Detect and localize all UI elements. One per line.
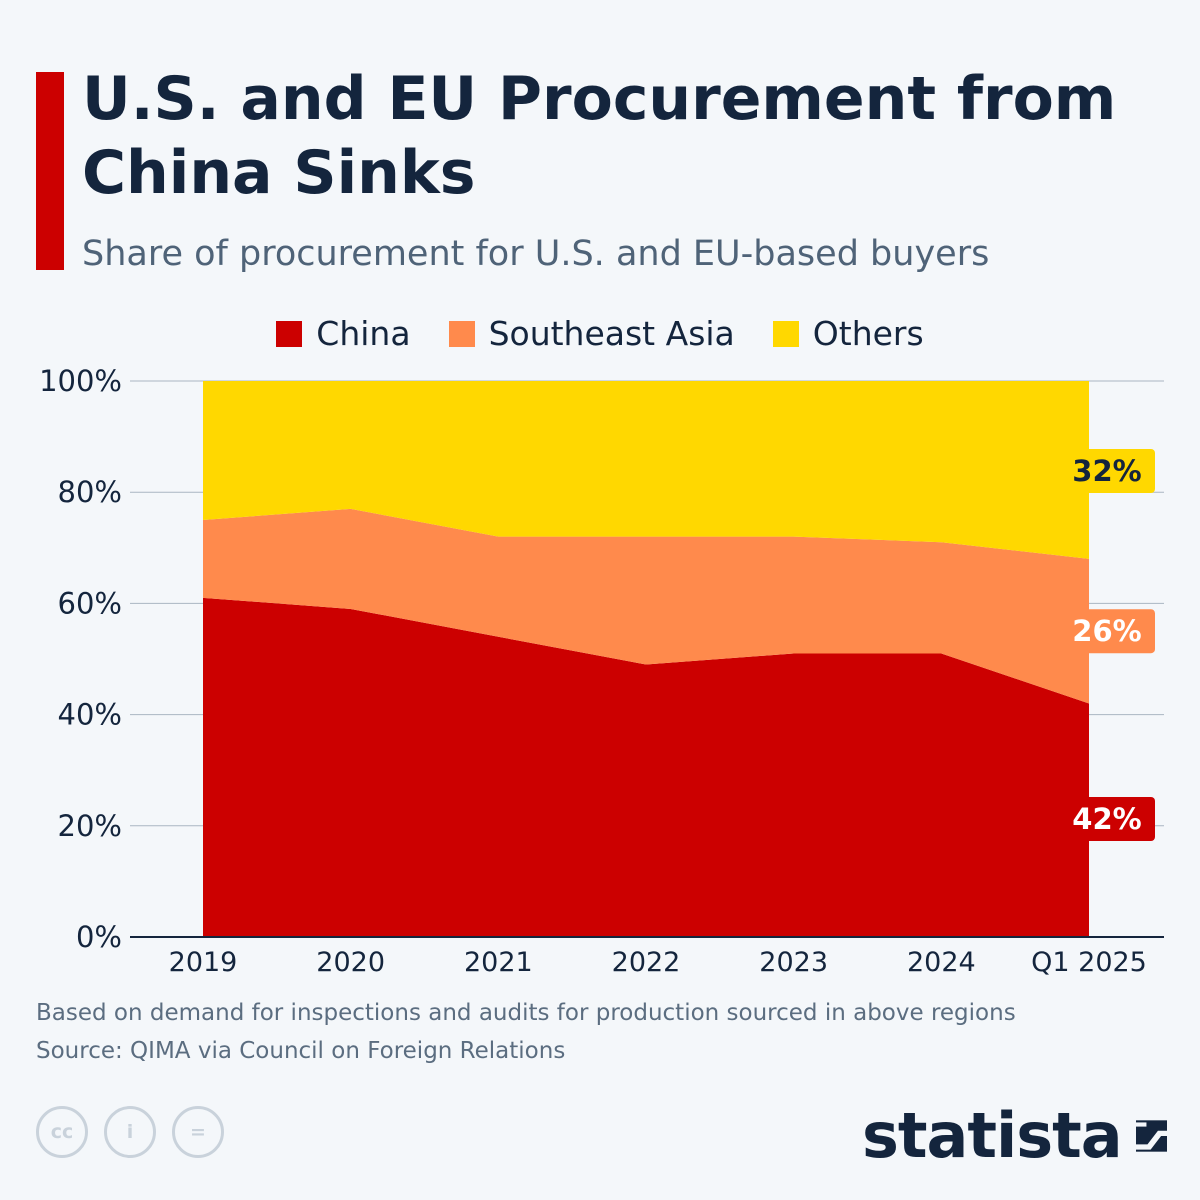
legend-item-china: China: [276, 314, 411, 353]
x-tick-label: 2024: [907, 947, 976, 978]
legend-swatch-southeast-asia: [448, 320, 475, 347]
y-tick-label: 20%: [58, 809, 122, 843]
statista-wordmark: statista: [862, 1099, 1123, 1172]
value-label-bg-others: [1059, 449, 1155, 493]
legend-label-others: Others: [812, 314, 924, 353]
x-tick-label: 2022: [612, 947, 681, 978]
value-label-bg-southeast-asia: [1059, 609, 1155, 654]
value-label-china: 42%: [1072, 802, 1141, 836]
creative-commons-icon[interactable]: cc: [36, 1106, 88, 1158]
value-label-others: 32%: [1072, 454, 1141, 488]
legend: China Southeast Asia Others: [0, 314, 1200, 353]
area-china: [203, 597, 1089, 937]
area-southeast-asia: [203, 508, 1089, 704]
legend-swatch-others: [772, 320, 799, 347]
legend-item-southeast-asia: Southeast Asia: [448, 314, 735, 353]
x-tick-label: 2023: [759, 947, 828, 978]
license-icons: cc i =: [36, 1106, 224, 1158]
y-tick-label: 100%: [39, 364, 122, 398]
no-derivatives-icon[interactable]: =: [172, 1106, 224, 1158]
x-tick-label: Q1 2025: [1031, 947, 1147, 978]
chart-title: U.S. and EU Procurement from China Sinks: [82, 64, 1117, 208]
title-accent-bar: [36, 72, 64, 270]
footnote: Based on demand for inspections and audi…: [36, 1000, 1016, 1026]
legend-swatch-china: [276, 320, 303, 347]
y-tick-label: 60%: [58, 586, 122, 620]
value-label-southeast-asia: 26%: [1072, 614, 1141, 648]
y-tick-label: 0%: [76, 920, 122, 954]
y-tick-label: 80%: [58, 475, 122, 509]
chart-subtitle: Share of procurement for U.S. and EU-bas…: [82, 234, 990, 274]
area-others: [203, 381, 1089, 559]
x-tick-label: 2019: [169, 947, 238, 978]
attribution-icon[interactable]: i: [104, 1106, 156, 1158]
attribution-glyph: i: [126, 1121, 134, 1143]
value-label-bg-china: [1059, 797, 1155, 841]
y-tick-label: 40%: [58, 698, 122, 732]
creative-commons-glyph: cc: [50, 1121, 74, 1143]
statista-logo-icon: [1135, 1120, 1167, 1152]
no-derivatives-glyph: =: [190, 1121, 206, 1143]
legend-item-others: Others: [772, 314, 924, 353]
statista-logo[interactable]: statista: [862, 1096, 1167, 1176]
legend-label-southeast-asia: Southeast Asia: [488, 314, 735, 353]
x-tick-label: 2020: [316, 947, 385, 978]
stacked-area-chart: 0% 20% 40% 60% 80% 100% 2019 2020 2021 2022 2023 20…: [39, 364, 1164, 978]
legend-label-china: China: [316, 314, 411, 353]
x-tick-label: 2021: [464, 947, 533, 978]
source-note: Source: QIMA via Council on Foreign Rela…: [36, 1038, 566, 1064]
